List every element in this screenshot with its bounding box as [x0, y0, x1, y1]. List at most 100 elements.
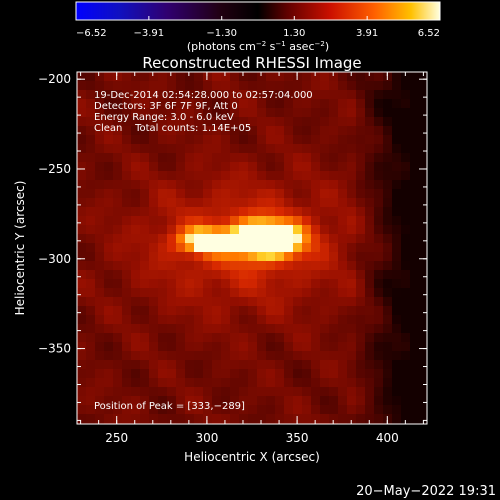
heatmap-cell [383, 306, 393, 316]
heatmap-cell [221, 108, 231, 118]
heatmap-cell [338, 243, 348, 253]
heatmap-cell [239, 234, 249, 244]
heatmap-cell [410, 216, 420, 226]
heatmap-cell [113, 243, 123, 253]
heatmap-cell [257, 252, 267, 262]
heatmap-cell [239, 207, 249, 217]
heatmap-cell [95, 261, 105, 271]
heatmap-cell [302, 405, 312, 415]
heatmap-cell [104, 360, 114, 370]
heatmap-cell [140, 261, 150, 271]
heatmap-cell [203, 126, 213, 136]
heatmap-cell [383, 135, 393, 145]
heatmap-cell [86, 342, 96, 352]
heatmap-cell [356, 180, 366, 190]
heatmap-cell [338, 342, 348, 352]
heatmap-cell [95, 378, 105, 388]
y-axis: −200−250−300−350 [38, 72, 427, 421]
heatmap-cell [104, 162, 114, 172]
heatmap-cell [311, 216, 321, 226]
heatmap-cell [365, 270, 375, 280]
heatmap-cell [284, 117, 294, 127]
heatmap-cell [104, 351, 114, 361]
heatmap-cell [257, 396, 267, 406]
heatmap-cell [113, 405, 123, 415]
heatmap-cell [212, 279, 222, 289]
heatmap-cell [275, 162, 285, 172]
heatmap-cell [149, 387, 159, 397]
heatmap-cell [167, 369, 177, 379]
heatmap-cell [104, 90, 114, 100]
heatmap-cell [131, 378, 141, 388]
heatmap-cell [104, 288, 114, 298]
heatmap-cell [356, 252, 366, 262]
heatmap-cell [320, 387, 330, 397]
heatmap-cell [410, 261, 420, 271]
heatmap-cell [122, 252, 132, 262]
heatmap-cell [302, 261, 312, 271]
heatmap-cell [302, 90, 312, 100]
heatmap-cell [365, 243, 375, 253]
heatmap-cell [158, 171, 168, 181]
heatmap-cell [230, 396, 240, 406]
heatmap-cell [311, 351, 321, 361]
heatmap-cell [212, 315, 222, 325]
heatmap-cell [302, 117, 312, 127]
heatmap-cell [338, 252, 348, 262]
heatmap-cell [221, 378, 231, 388]
heatmap-cell [212, 396, 222, 406]
heatmap-cell [329, 126, 339, 136]
heatmap-cell [275, 369, 285, 379]
heatmap-cell [266, 234, 276, 244]
heatmap-cell [329, 171, 339, 181]
heatmap-cell [338, 153, 348, 163]
heatmap-cell [374, 288, 384, 298]
heatmap-cell [122, 414, 132, 424]
heatmap-cell [230, 279, 240, 289]
heatmap-cell [293, 315, 303, 325]
heatmap-cell [275, 216, 285, 226]
heatmap-cell [284, 171, 294, 181]
heatmap-cell [149, 243, 159, 253]
heatmap-cell [167, 405, 177, 415]
heatmap-cell [203, 261, 213, 271]
heatmap-cell [365, 225, 375, 235]
heatmap-cell [86, 306, 96, 316]
heatmap-cell [311, 135, 321, 145]
heatmap-cell [383, 333, 393, 343]
heatmap-cell [176, 126, 186, 136]
y-tick-label: −250 [38, 162, 71, 176]
heatmap-cell [392, 351, 402, 361]
heatmap-cell [230, 378, 240, 388]
heatmap-cell [86, 225, 96, 235]
plot-frame [76, 71, 428, 425]
heatmap-cell [167, 234, 177, 244]
heatmap-cell [338, 396, 348, 406]
heatmap-cell [410, 378, 420, 388]
heatmap-cell [374, 252, 384, 262]
colorbar-gradient [75, 1, 441, 21]
heatmap-cell [122, 297, 132, 307]
heatmap-cell [131, 162, 141, 172]
heatmap-cell [77, 297, 87, 307]
heatmap-cell [95, 225, 105, 235]
heatmap-cell [221, 387, 231, 397]
heatmap-cell [302, 414, 312, 424]
heatmap-cell [302, 324, 312, 334]
heatmap-cell [266, 216, 276, 226]
heatmap-cell [122, 153, 132, 163]
heatmap-cell [266, 387, 276, 397]
heatmap-cell [365, 405, 375, 415]
heatmap-cell [212, 99, 222, 109]
heatmap-cell [374, 297, 384, 307]
heatmap-cell [320, 225, 330, 235]
heatmap-cell [338, 198, 348, 208]
heatmap-cell [194, 369, 204, 379]
heatmap-cell [95, 414, 105, 424]
heatmap-cell [374, 306, 384, 316]
x-tick-label: 400 [376, 431, 399, 445]
heatmap-cell [320, 153, 330, 163]
heatmap-cell [149, 279, 159, 289]
heatmap-cell [284, 198, 294, 208]
heatmap-cell [176, 297, 186, 307]
